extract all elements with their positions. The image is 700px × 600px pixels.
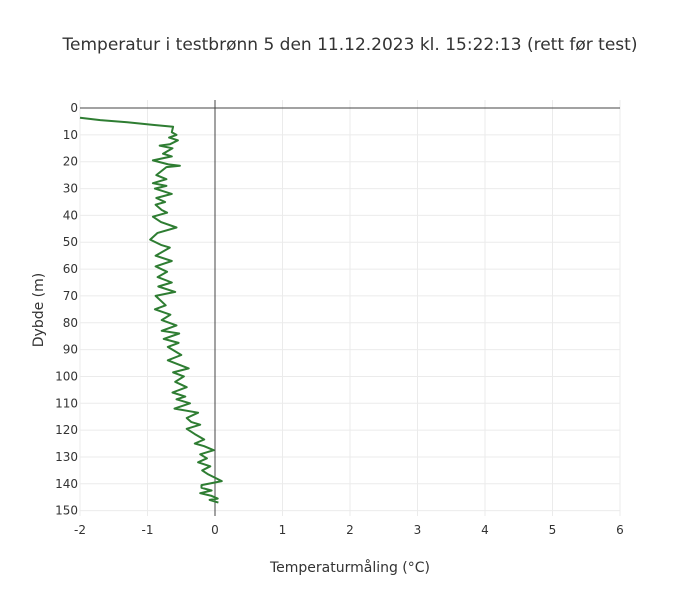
y-tick-label: 10 (63, 128, 78, 142)
x-tick-labels: -2 -1 0 1 2 3 4 5 6 (74, 523, 624, 537)
y-tick-label: 60 (63, 262, 78, 276)
grid (79, 100, 621, 516)
x-axis-title: Temperaturmåling (°C) (269, 559, 430, 576)
series-line (79, 116, 223, 504)
zero-lines (80, 100, 620, 516)
x-tick-label: -1 (142, 523, 154, 537)
y-tick-label: 90 (63, 343, 78, 357)
y-axis-title: Dybde (m) (31, 273, 47, 347)
y-tick-label: 30 (63, 182, 78, 196)
y-tick-label: 150 (55, 504, 78, 518)
y-tick-label: 40 (63, 208, 78, 222)
x-tick-label: 6 (616, 523, 624, 537)
y-tick-label: 140 (55, 477, 78, 491)
series-layer (79, 116, 223, 504)
y-tick-labels: 0 10 20 30 40 50 60 70 80 90 100 110 120 130 140 150 (55, 101, 78, 518)
x-tick-label: 1 (279, 523, 287, 537)
y-tick-label: 100 (55, 369, 78, 383)
y-tick-label: 130 (55, 450, 78, 464)
x-tick-label: 0 (211, 523, 219, 537)
x-tick-label: 4 (481, 523, 489, 537)
y-tick-label: 0 (70, 101, 78, 115)
y-tick-label: 50 (63, 235, 78, 249)
y-tick-label: 80 (63, 316, 78, 330)
x-tick-label: 3 (414, 523, 422, 537)
x-tick-label: 2 (346, 523, 354, 537)
x-tick-label: 5 (549, 523, 557, 537)
x-tick-label: -2 (74, 523, 86, 537)
y-tick-label: 120 (55, 423, 78, 437)
y-tick-label: 70 (63, 289, 78, 303)
y-tick-label: 20 (63, 155, 78, 169)
y-tick-label: 110 (55, 396, 78, 410)
chart-title: Temperatur i testbrønn 5 den 11.12.2023 … (62, 35, 638, 55)
